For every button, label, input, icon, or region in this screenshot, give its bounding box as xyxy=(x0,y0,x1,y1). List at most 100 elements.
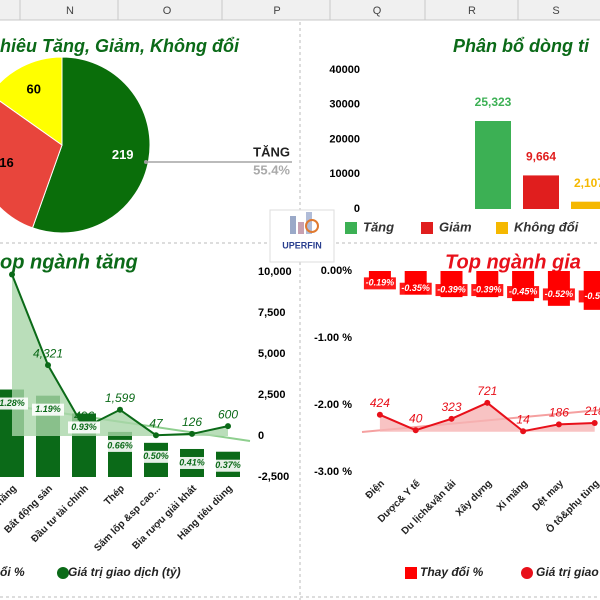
y-tick-label: -2.00 % xyxy=(314,399,352,411)
value-label: 323 xyxy=(441,400,461,414)
y-tick-label: 0 xyxy=(354,203,360,215)
pie-slice xyxy=(0,100,63,229)
line-point xyxy=(45,362,51,369)
column-label: S xyxy=(552,5,559,17)
line-point xyxy=(153,432,159,439)
legend-label: Giá trị giao dịch xyxy=(536,565,600,579)
x-tick-label: Xây dựng xyxy=(454,478,494,518)
logo-icon xyxy=(290,216,296,234)
chart-title: op ngành tăng xyxy=(0,251,138,273)
value-label-bg xyxy=(435,284,468,297)
line-point xyxy=(555,421,562,428)
x-tick-label: Điện xyxy=(364,478,387,501)
legend-swatch xyxy=(496,222,508,234)
value-label-bg xyxy=(471,284,504,297)
line-point xyxy=(591,420,598,427)
value-label: 1.28% xyxy=(0,398,25,408)
slice-label: 116 xyxy=(0,155,14,170)
value-label: -0.45% xyxy=(509,286,538,296)
pie-slice xyxy=(31,56,151,234)
legend-swatch xyxy=(405,567,417,579)
value-label: 496 xyxy=(74,409,94,423)
value-label: 4,321 xyxy=(33,346,63,360)
value-label: 0.93% xyxy=(71,422,97,432)
column-label: Q xyxy=(373,5,382,17)
y-tick-label: 30000 xyxy=(329,99,360,111)
line-point xyxy=(520,428,527,435)
value-label-bg xyxy=(0,397,28,410)
legend-label: Thay đổi % xyxy=(420,565,484,579)
legend-label: Tăng xyxy=(363,219,394,234)
y-tick-label: -1.00 % xyxy=(314,332,352,344)
value-label: 600 xyxy=(218,407,238,421)
y2-tick-label: 2,500 xyxy=(258,389,286,401)
value-label-bg xyxy=(578,290,600,303)
slice-label: 60 xyxy=(26,82,40,97)
y-tick-label: 40000 xyxy=(329,64,360,76)
line-area xyxy=(12,274,228,436)
legend-label: Giá trị giao dịch (tỷ) xyxy=(68,565,181,579)
callout-percent: 55.4% xyxy=(253,162,290,177)
callout-dot xyxy=(144,160,148,164)
y2-tick-label: 0 xyxy=(258,430,264,442)
value-label: 1.19% xyxy=(35,404,61,414)
value-label-bg xyxy=(176,456,208,469)
value-label: -0.39% xyxy=(473,284,502,294)
value-label: 0.41% xyxy=(179,457,205,467)
bar xyxy=(475,121,511,209)
value-label: 721 xyxy=(477,384,497,398)
value-label: 14 xyxy=(516,412,530,426)
legend-swatch xyxy=(421,222,433,234)
x-tick-label: Săm lốp &sp cao... xyxy=(92,482,164,554)
value-label: 0.50% xyxy=(143,451,169,461)
value-label-bg xyxy=(104,439,136,452)
value-label-bg xyxy=(68,421,100,434)
legend-swatch xyxy=(57,567,69,579)
y2-tick-label: -2,500 xyxy=(258,471,289,483)
value-label: 40 xyxy=(409,411,423,425)
value-label: -0.39% xyxy=(437,284,466,294)
value-label: 1,599 xyxy=(105,391,135,405)
value-label-bg xyxy=(542,288,575,301)
line-point xyxy=(412,427,419,434)
bar xyxy=(523,175,559,209)
value-label: 9,664 xyxy=(526,150,556,164)
y-tick-label: -3.00 % xyxy=(314,466,352,478)
y-tick-label: 0.00% xyxy=(321,265,352,277)
line-point xyxy=(376,411,383,418)
logo-icon xyxy=(305,219,319,233)
x-tick-label: Thép xyxy=(102,483,127,508)
value-label: 218 xyxy=(584,404,600,418)
column-label: O xyxy=(163,5,172,17)
column-label: N xyxy=(66,5,74,17)
chart-title: Top ngành gia xyxy=(445,251,581,273)
value-label: 25,323 xyxy=(475,95,512,109)
column-label: P xyxy=(273,5,280,17)
x-tick-label: Xi măng xyxy=(495,478,530,513)
x-tick-label: Dệt may xyxy=(531,478,567,514)
value-label: -0.52% xyxy=(545,289,574,299)
legend-label: Không đổi xyxy=(514,219,579,234)
value-label-bg xyxy=(212,459,244,472)
logo-icon xyxy=(298,222,304,234)
line-point xyxy=(117,406,123,413)
bar xyxy=(108,431,132,477)
x-tick-label: năng xyxy=(0,483,19,508)
value-label-bg xyxy=(140,450,172,463)
value-label-bg xyxy=(507,286,540,299)
y-tick-label: 10000 xyxy=(329,168,360,180)
value-label: 47 xyxy=(149,416,164,430)
legend-swatch xyxy=(521,567,533,579)
line-point xyxy=(448,415,455,422)
line-point xyxy=(484,399,491,406)
line-point xyxy=(225,423,231,430)
line-point xyxy=(9,271,15,278)
y2-tick-label: 5,000 xyxy=(258,348,286,360)
y2-tick-label: 10,000 xyxy=(258,266,292,278)
slice-label: 219 xyxy=(112,147,134,162)
legend-label: ổi % xyxy=(0,565,25,579)
y2-tick-label: 7,500 xyxy=(258,307,286,319)
value-label-bg xyxy=(399,282,432,295)
